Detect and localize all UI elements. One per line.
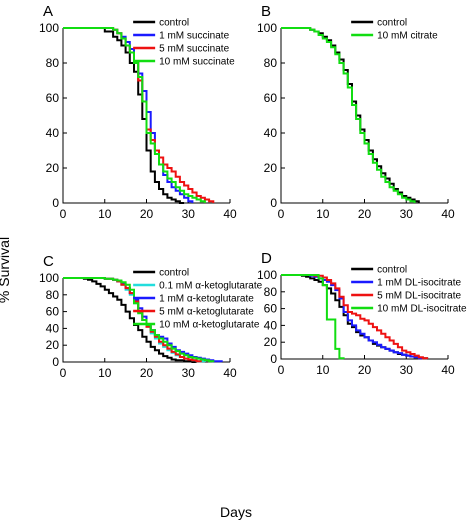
y-tick-label: 80 xyxy=(264,56,278,70)
x-tick-label: 40 xyxy=(441,207,455,221)
x-tick-label: 30 xyxy=(182,366,196,380)
x-tick-label: 0 xyxy=(60,207,67,221)
x-tick-label: 0 xyxy=(60,366,67,380)
x-tick-label: 10 xyxy=(316,207,330,221)
y-tick-label: 80 xyxy=(264,285,278,299)
series-line xyxy=(63,277,215,363)
legend-label: control xyxy=(159,18,189,29)
x-tick-label: 30 xyxy=(400,363,414,377)
y-tick-label: 100 xyxy=(257,21,277,35)
y-tick-label: 0 xyxy=(52,355,59,369)
series-line xyxy=(281,274,429,360)
legend-label: 10 mM succinate xyxy=(159,57,235,68)
legend-label: 5 mM α-ketoglutarate xyxy=(159,307,254,318)
series-line xyxy=(281,27,416,203)
y-tick-label: 40 xyxy=(264,126,278,140)
series-line xyxy=(281,27,420,203)
x-tick-label: 20 xyxy=(358,207,372,221)
legend-label: control xyxy=(377,18,407,29)
x-tick-label: 30 xyxy=(182,207,196,221)
y-tick-label: 40 xyxy=(46,321,60,335)
y-tick-label: 0 xyxy=(270,196,277,210)
legend-label: 0.1 mM α-ketoglutarate xyxy=(159,281,262,292)
x-tick-label: 0 xyxy=(278,363,285,377)
y-tick-label: 40 xyxy=(264,318,278,332)
x-tick-label: 10 xyxy=(98,366,112,380)
y-tick-label: 60 xyxy=(46,305,60,319)
legend-label: 10 mM DL-isocitrate xyxy=(377,304,467,315)
x-tick-label: 30 xyxy=(400,207,414,221)
y-tick-label: 20 xyxy=(46,338,60,352)
panel-b: B 0 20 40 60 80 100 0 10 20 30 40 control 10 mM citra… xyxy=(257,3,455,221)
axes xyxy=(280,28,448,204)
y-tick-label: 60 xyxy=(264,302,278,316)
y-tick-label: 20 xyxy=(264,335,278,349)
x-tick-label: 10 xyxy=(98,207,112,221)
y-tick-label: 20 xyxy=(264,161,278,175)
x-tick-label: 10 xyxy=(316,363,330,377)
y-tick-label: 60 xyxy=(46,91,60,105)
legend-label: 5 mM DL-isocitrate xyxy=(377,291,461,302)
series-line xyxy=(281,274,345,360)
legend-label: control xyxy=(159,268,189,279)
x-tick-label: 40 xyxy=(441,363,455,377)
y-tick-label: 80 xyxy=(46,56,60,70)
y-tick-label: 0 xyxy=(270,352,277,366)
legend-label: 1 mM DL-isocitrate xyxy=(377,278,461,289)
series-line xyxy=(281,274,424,360)
panel-label: B xyxy=(261,3,271,20)
x-tick-label: 20 xyxy=(140,207,154,221)
series-line xyxy=(63,27,185,204)
y-tick-label: 80 xyxy=(46,288,60,302)
panel-label: D xyxy=(261,250,272,267)
x-tick-label: 20 xyxy=(140,366,154,380)
legend-label: 1 mM succinate xyxy=(159,31,229,42)
y-tick-label: 100 xyxy=(39,21,59,35)
y-tick-label: 100 xyxy=(39,271,59,285)
legend-label: 1 mM α-ketoglutarate xyxy=(159,294,254,305)
y-tick-label: 100 xyxy=(257,268,277,282)
y-tick-label: 0 xyxy=(52,196,59,210)
x-tick-label: 20 xyxy=(358,363,372,377)
y-tick-label: 20 xyxy=(46,161,60,175)
panel-a: A 0 20 40 60 80 100 0 10 20 30 40 control 1 mM succin… xyxy=(39,3,237,221)
y-axis-title: % Survival xyxy=(0,237,12,303)
legend-label: control xyxy=(377,265,407,276)
legend-label: 10 mM α-ketoglutarate xyxy=(159,320,260,331)
series-line xyxy=(63,27,206,203)
x-axis-title: Days xyxy=(220,504,252,520)
y-tick-label: 60 xyxy=(264,91,278,105)
legend-label: 5 mM succinate xyxy=(159,44,229,55)
y-tick-label: 40 xyxy=(46,126,60,140)
panel-label: C xyxy=(43,253,54,270)
x-tick-label: 40 xyxy=(223,366,237,380)
x-tick-label: 0 xyxy=(278,207,285,221)
x-tick-label: 40 xyxy=(223,207,237,221)
panel-label: A xyxy=(43,3,53,20)
legend-label: 10 mM citrate xyxy=(377,31,438,42)
